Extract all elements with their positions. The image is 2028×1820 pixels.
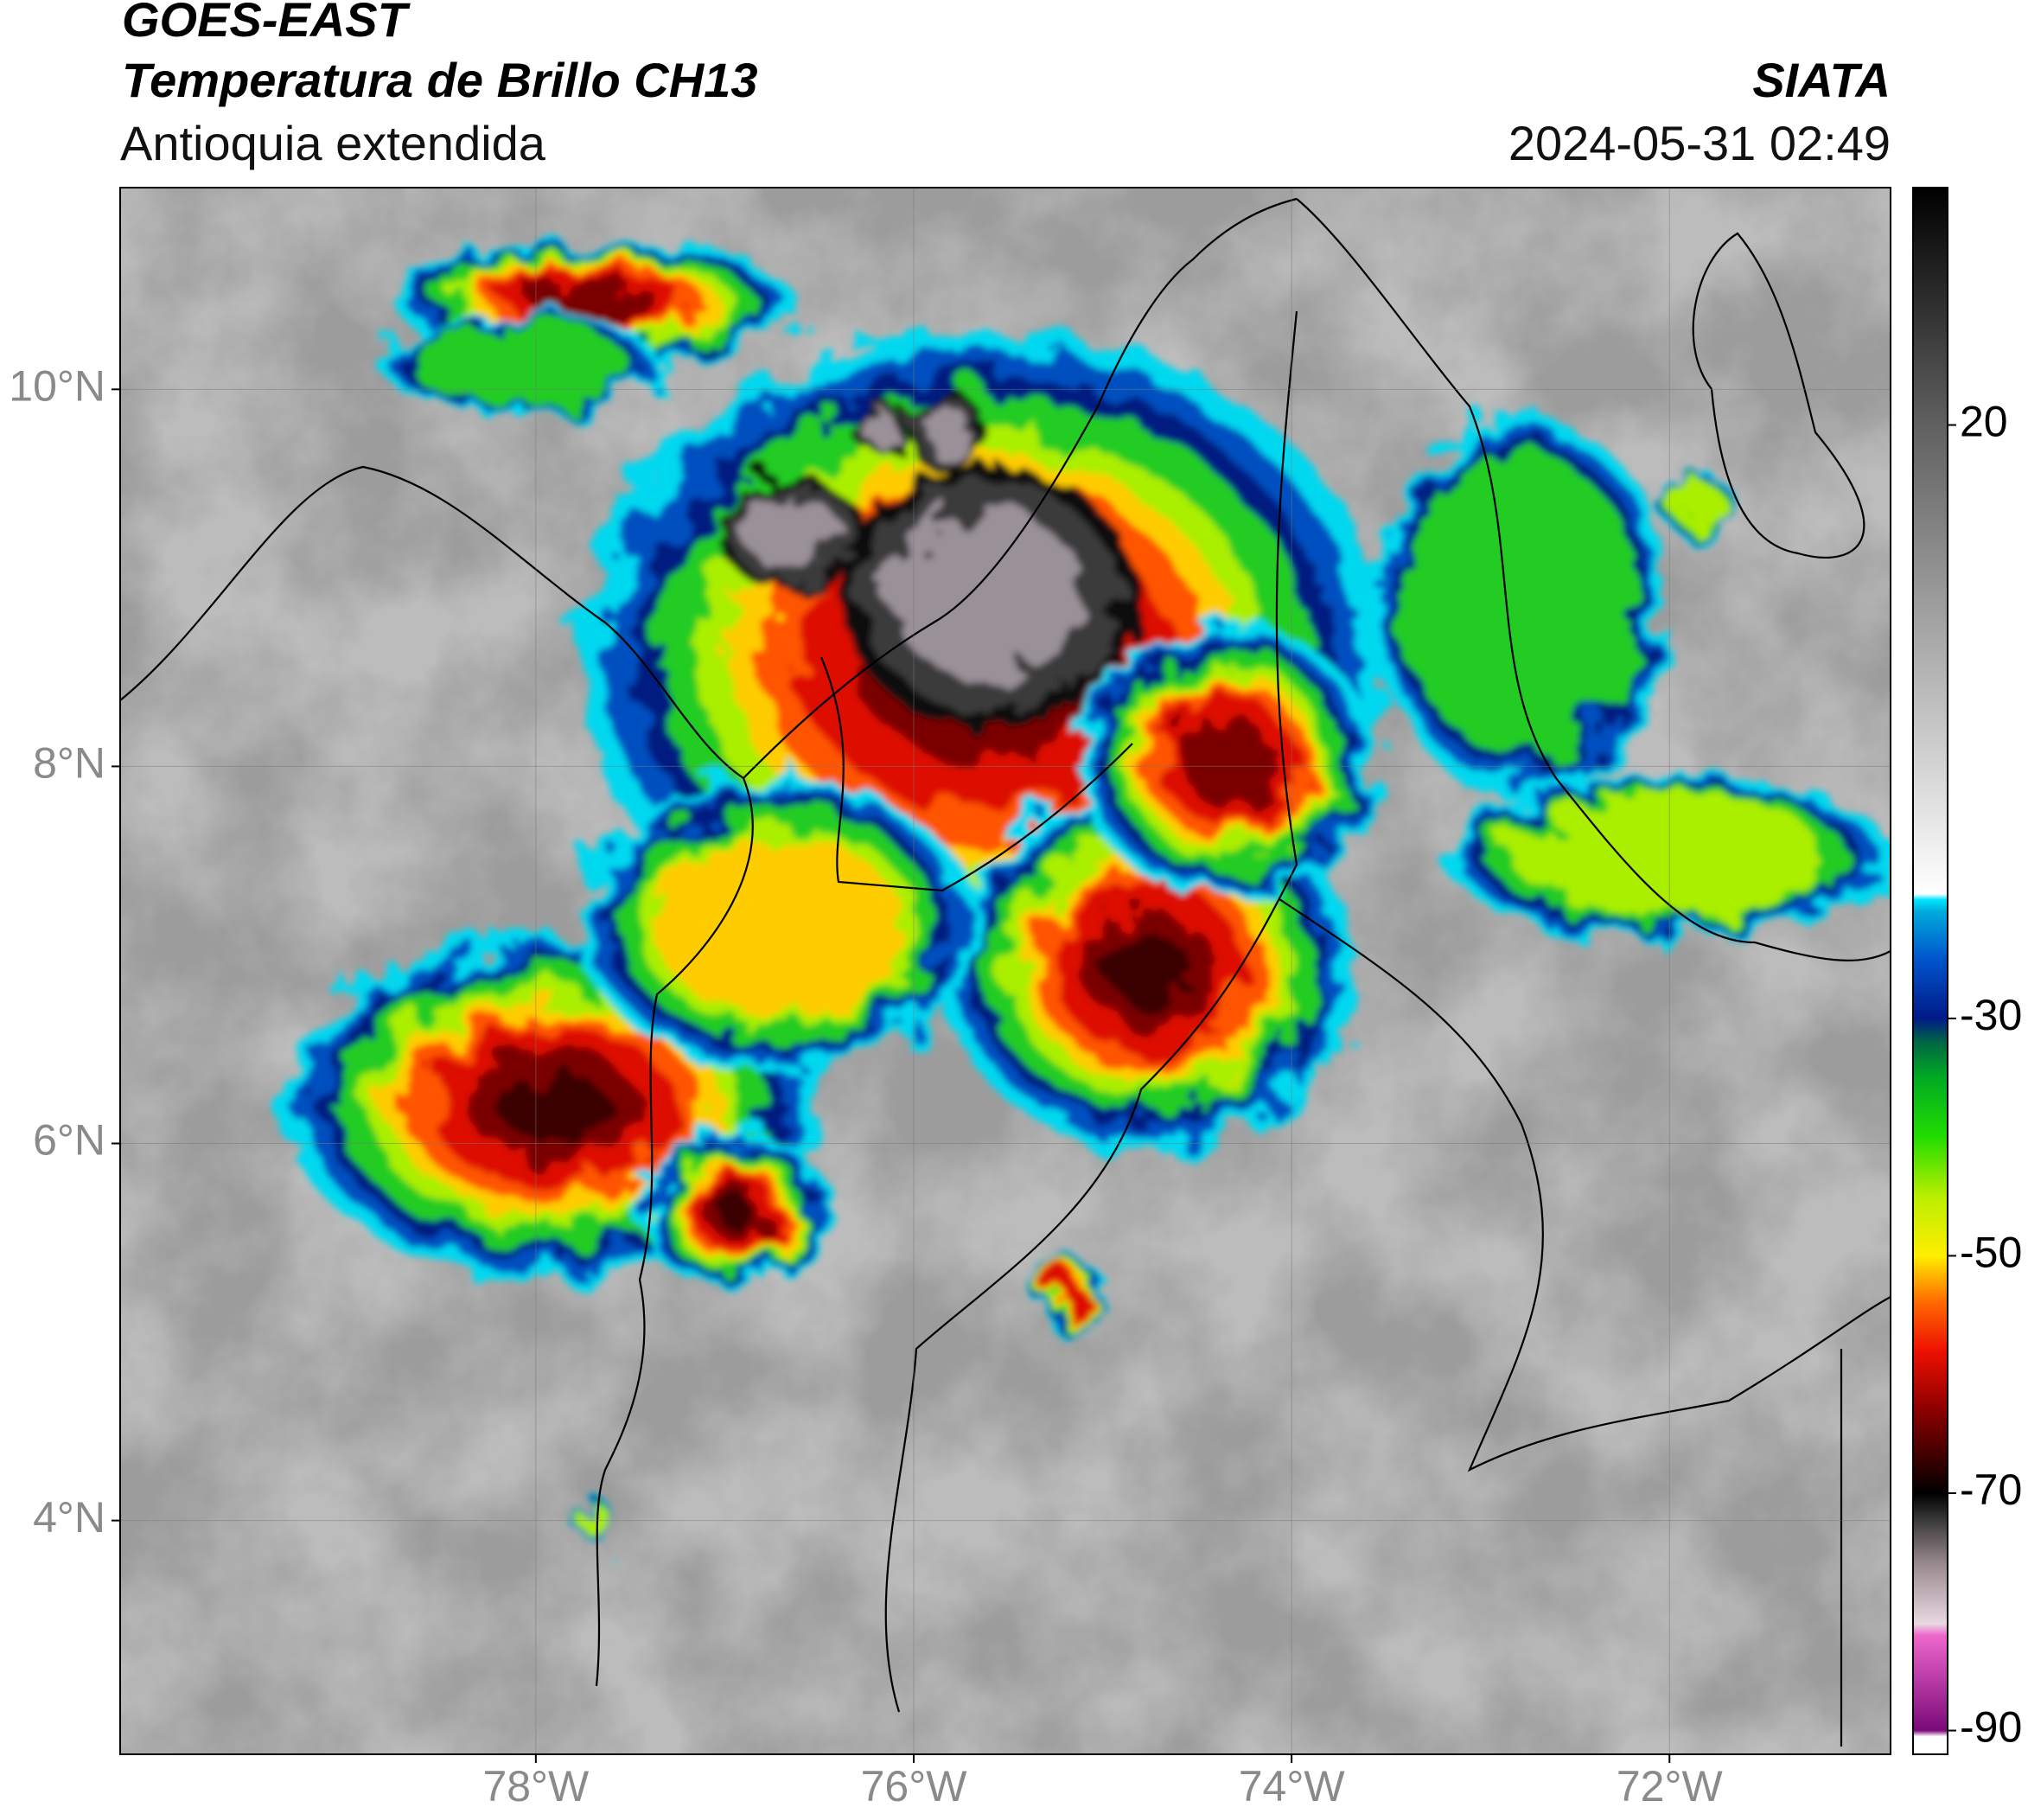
- plot-frame: [119, 187, 1891, 1755]
- storm-layer: [1108, 932, 1191, 1005]
- colorbar-tick-label: -30: [1960, 991, 2022, 1039]
- storm-layer: [1667, 480, 1722, 523]
- title: GOES-EAST: [122, 0, 411, 47]
- cloud-top: [742, 495, 840, 568]
- cloud-top: [921, 406, 973, 458]
- y-tick-label: 6°N: [33, 1116, 105, 1165]
- source: SIATA: [1752, 53, 1891, 107]
- cloud-top: [861, 412, 897, 444]
- storm-layer: [1180, 716, 1275, 806]
- storm-layer: [408, 322, 629, 405]
- region: Antioquia extendida: [120, 116, 546, 170]
- storm-layer: [654, 833, 902, 1017]
- colorbar-tick-label: -90: [1960, 1703, 2022, 1752]
- storm-layer: [1404, 453, 1639, 757]
- colorbar-tick-label: -50: [1960, 1229, 2022, 1277]
- y-tick-label: 4°N: [33, 1493, 105, 1542]
- storm-layer: [1511, 798, 1826, 914]
- cloud-top: [891, 512, 1087, 681]
- colorbar-tick-label: -70: [1960, 1466, 2022, 1514]
- imagery: [120, 188, 1891, 1754]
- colorbar: [1912, 187, 1948, 1755]
- graticule: [120, 188, 1891, 1754]
- subtitle: Temperatura de Brillo CH13: [122, 53, 757, 107]
- y-tick-label: 10°N: [9, 362, 105, 411]
- storm-cells: [285, 238, 1891, 1543]
- storm-layer: [716, 1194, 754, 1227]
- x-tick-label: 76°W: [861, 1762, 968, 1810]
- x-tick-label: 74°W: [1239, 1762, 1346, 1810]
- y-tick-label: 8°N: [33, 739, 105, 788]
- boundaries: [120, 197, 1891, 1747]
- storm-layer: [1054, 1280, 1090, 1313]
- storm-layer: [500, 1072, 607, 1141]
- x-tick-label: 78°W: [482, 1762, 590, 1810]
- x-tick-label: 72°W: [1617, 1762, 1724, 1810]
- timestamp: 2024-05-31 02:49: [1508, 116, 1891, 170]
- storm-layer: [533, 282, 660, 323]
- colorbar-tick-label: 20: [1960, 398, 2008, 446]
